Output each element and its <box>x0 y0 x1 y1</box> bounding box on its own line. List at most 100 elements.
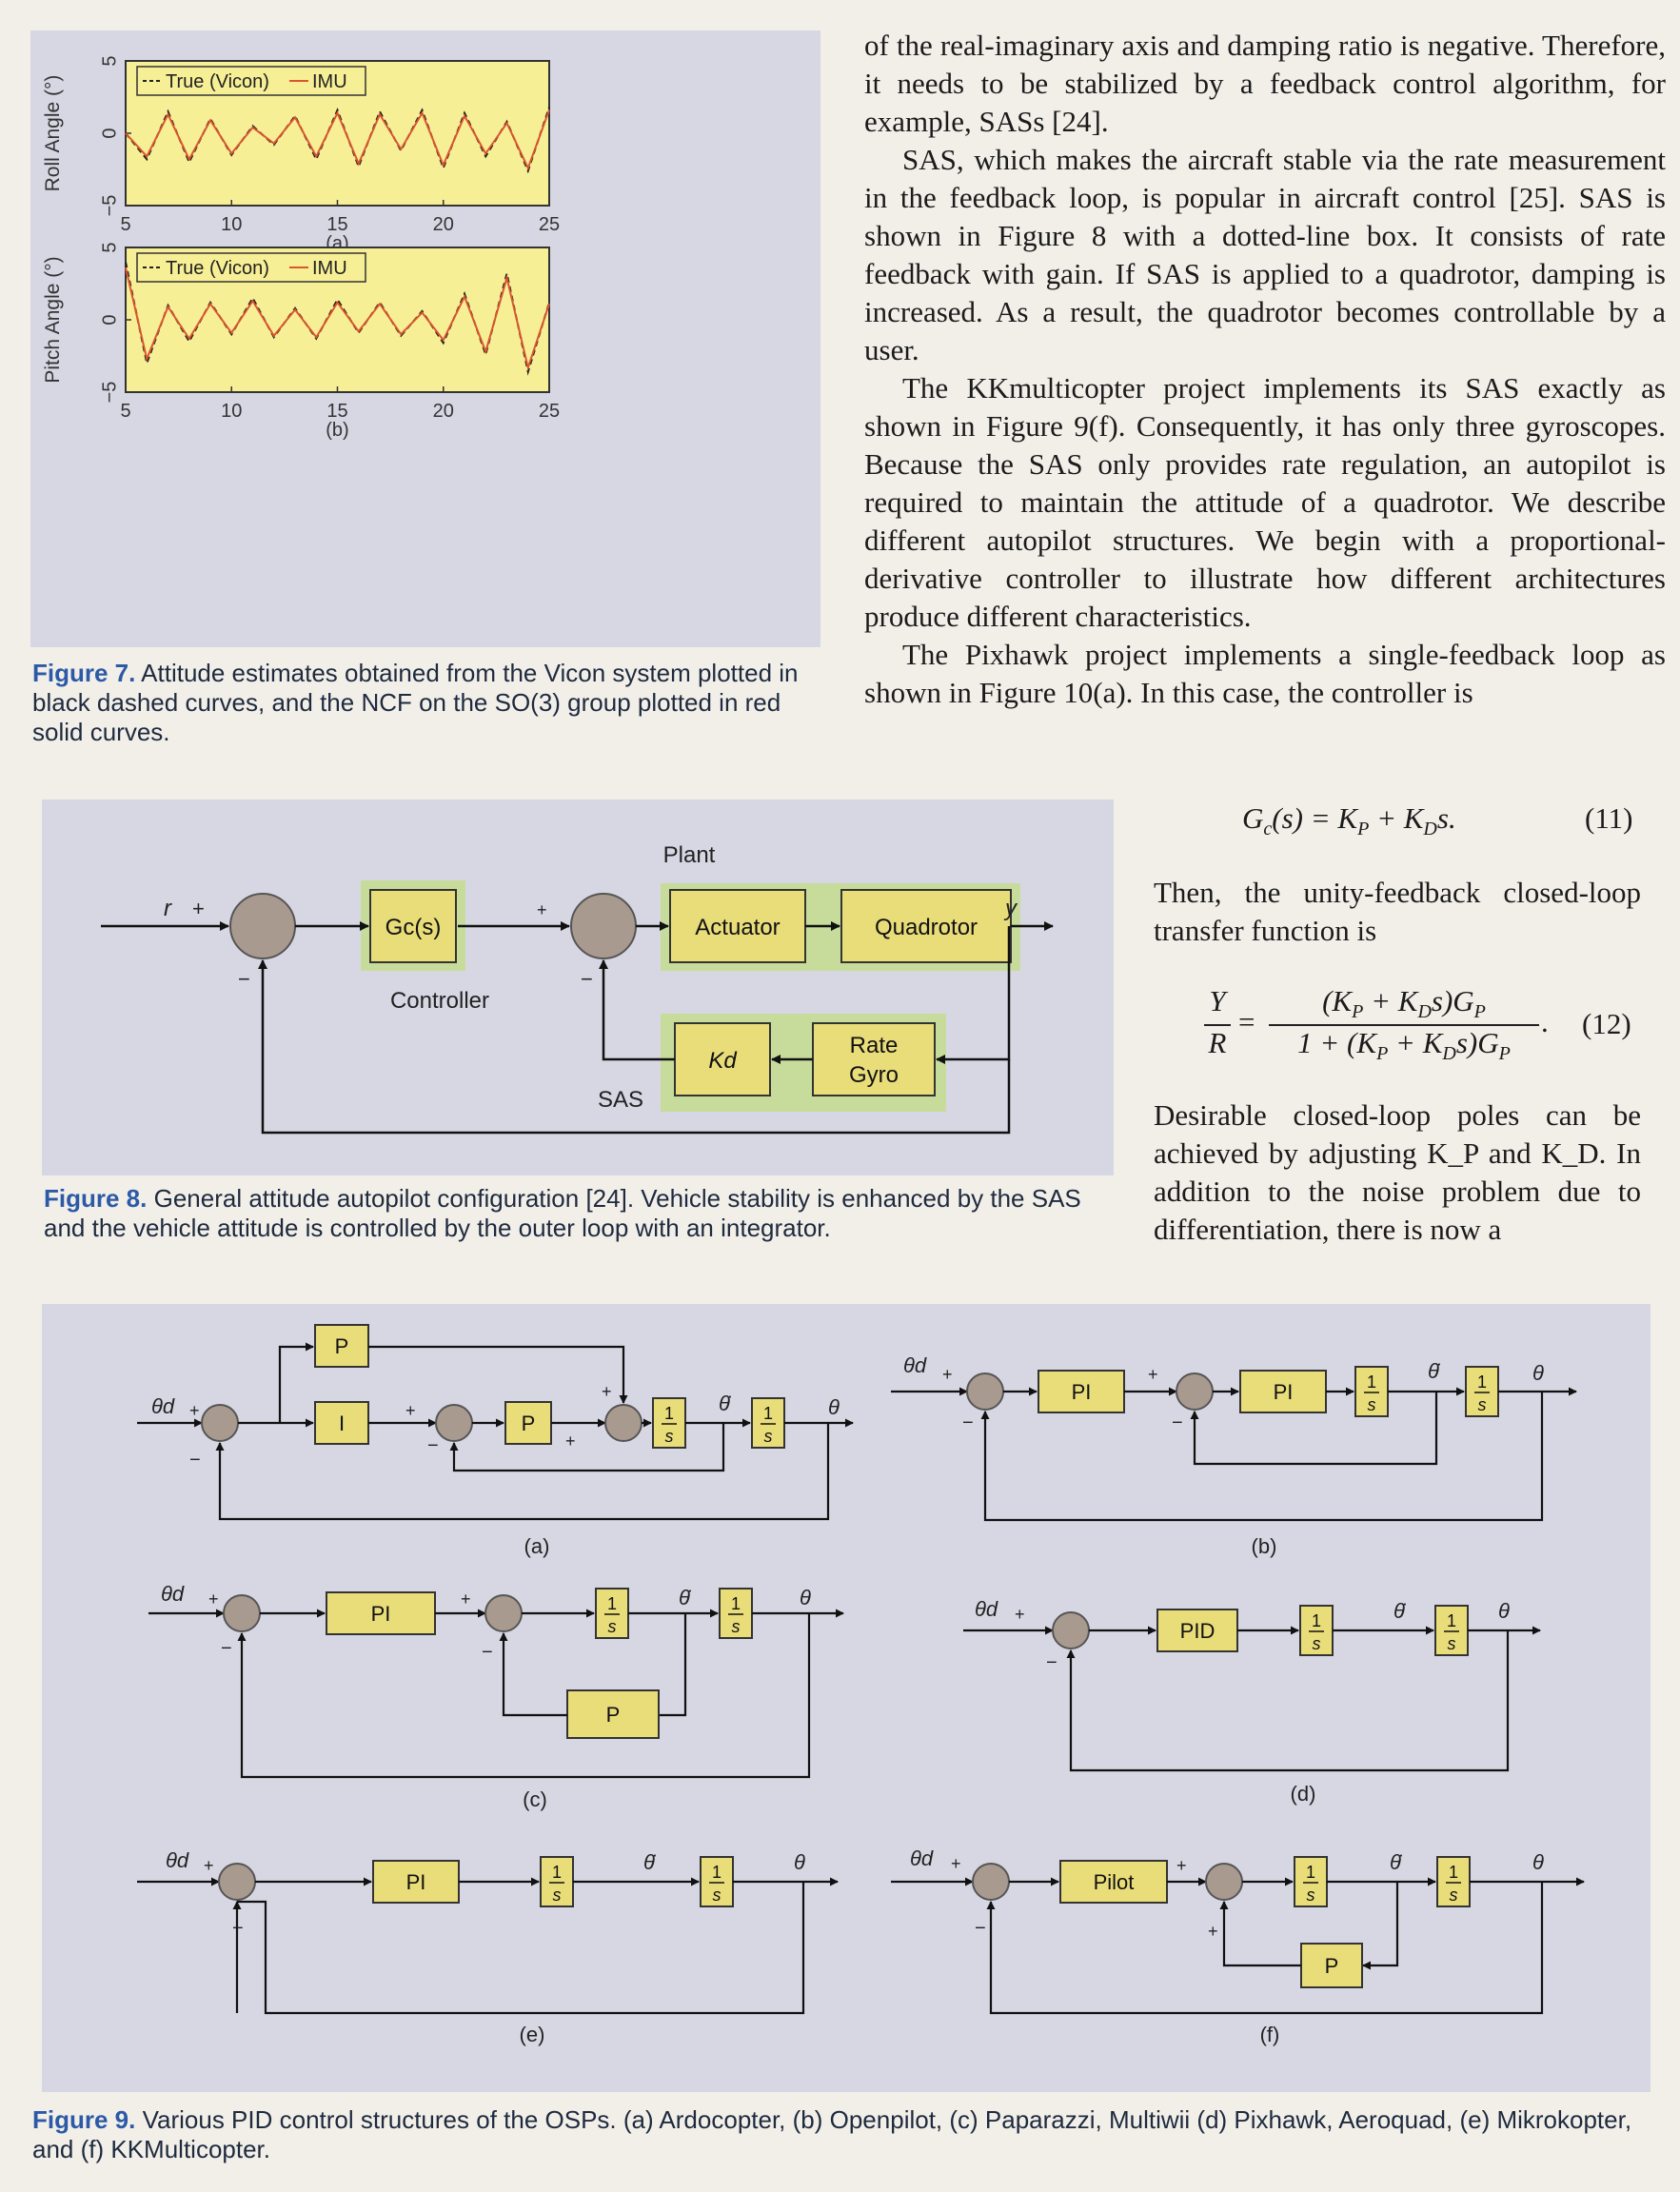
minus-sign: − <box>1046 1652 1057 1673</box>
figure8-caption-label: Figure 8. <box>44 1184 148 1213</box>
plus-sign: + <box>1208 1922 1218 1941</box>
integrator-c1 <box>595 1588 629 1639</box>
panel-label: (c) <box>523 1787 547 1811</box>
panel-label: (a) <box>524 1534 550 1558</box>
x-tick-label: 25 <box>539 214 560 235</box>
svg-text:s: s <box>1313 1634 1321 1653</box>
plus-sign: + <box>565 1432 576 1451</box>
paragraph-3: The KKmulticopter project implements its… <box>864 371 1666 633</box>
plus-2: + <box>537 900 547 919</box>
plus-sign: + <box>602 1382 612 1401</box>
sum-e1 <box>218 1863 256 1901</box>
x-tick-label: 15 <box>326 214 347 235</box>
theta-label: θ <box>1498 1599 1510 1623</box>
block-f-p-label: P <box>1325 1954 1339 1978</box>
svg-text:s: s <box>1448 1634 1456 1653</box>
theta-d-label: θd <box>910 1846 934 1870</box>
svg-text:s: s <box>1450 1886 1458 1905</box>
plus-sign: + <box>1176 1856 1187 1875</box>
plus-1: + <box>192 897 205 920</box>
minus-sign: − <box>427 1435 439 1456</box>
sas-label: SAS <box>598 1087 643 1113</box>
legend-label-vicon: True (Vicon) <box>166 258 269 279</box>
rate-label: Rate <box>850 1033 899 1058</box>
theta-d-label: θd <box>151 1394 175 1418</box>
body-text-bottom: Desirable closed-loop poles can be achie… <box>1154 1096 1641 1249</box>
paragraph-1: of the real-imaginary axis and damping r… <box>864 29 1666 138</box>
figure8-diagram: Gc(s) Actuator Quadrotor Kd Rate Gyro Pl… <box>101 842 1054 1135</box>
theta-dot-label: θ̇ <box>679 1586 692 1609</box>
block-f-p <box>1300 1943 1363 1988</box>
block-c-p <box>566 1689 660 1739</box>
x-tick-label: 20 <box>433 401 454 422</box>
sum-junction-1 <box>229 893 296 959</box>
svg-text:1: 1 <box>1477 1372 1487 1392</box>
figure9-caption: Figure 9. Various PID control structures… <box>32 2105 1650 2164</box>
equation-11-number: (11) <box>1585 801 1633 835</box>
plant-label: Plant <box>663 842 716 868</box>
sum-junction-2 <box>570 893 637 959</box>
sum-a1 <box>201 1404 239 1442</box>
plus-sign: + <box>204 1856 214 1875</box>
quadrotor-label: Quadrotor <box>875 915 978 940</box>
figure7-caption: Figure 7. Attitude estimates obtained fr… <box>32 659 822 747</box>
theta-d-label: θd <box>166 1848 189 1872</box>
chart-legend: True (Vicon) IMU <box>136 66 366 96</box>
block-b-pi1 <box>1038 1370 1125 1413</box>
block-a-i <box>314 1401 369 1445</box>
panel-label: (b) <box>1252 1534 1277 1558</box>
legend-label-imu: IMU <box>312 258 347 279</box>
minus-sign: − <box>1172 1412 1183 1433</box>
block-a-i-label: I <box>339 1412 345 1435</box>
r-label: r <box>164 896 172 921</box>
y-axis-label: Pitch Angle (°) <box>42 256 64 383</box>
plus-sign: + <box>461 1590 471 1609</box>
svg-text:s: s <box>732 1617 741 1636</box>
kd-block <box>674 1022 771 1096</box>
y-tick-label: −5 <box>99 382 120 404</box>
y-tick-label: −5 <box>99 195 120 217</box>
block-a-p2 <box>504 1401 552 1445</box>
plus-sign: + <box>189 1401 200 1420</box>
svg-text:1: 1 <box>712 1863 721 1882</box>
plus-sign: + <box>405 1401 416 1420</box>
subplot-label: (b) <box>326 420 348 441</box>
pitch-angle-chart: 5 10 15 20 25 5 0 −5 Pitch Angle (°) (b) True (Vic… <box>42 242 560 441</box>
x-tick-label: 10 <box>221 401 242 422</box>
sum-a3 <box>604 1404 642 1442</box>
figure8-panel <box>42 800 1114 1175</box>
legend-label-vicon: True (Vicon) <box>166 71 269 92</box>
sum-c1 <box>223 1594 261 1632</box>
gc-label: Gc(s) <box>385 915 442 940</box>
y-label: y <box>1003 896 1018 921</box>
svg-text:s: s <box>608 1617 617 1636</box>
theta-label: θ <box>1532 1850 1544 1874</box>
paragraph-5: Then, the unity-feedback closed-loop tra… <box>1154 876 1641 947</box>
svg-text:1: 1 <box>1312 1611 1321 1630</box>
svg-text:s: s <box>553 1886 562 1905</box>
integrator-a2 <box>751 1397 785 1449</box>
theta-label: θ <box>794 1850 805 1874</box>
body-text-top: of the real-imaginary axis and damping r… <box>864 27 1666 712</box>
minus-sign: − <box>189 1450 201 1471</box>
block-f-pilot <box>1059 1860 1168 1904</box>
plus-sign: + <box>208 1590 219 1609</box>
block-b-pi2 <box>1239 1370 1327 1413</box>
y-tick-label: 5 <box>99 55 120 66</box>
figure8-caption: Figure 8. General attitude autopilot con… <box>44 1184 1110 1243</box>
integrator-b2 <box>1465 1366 1499 1417</box>
theta-dot-label: θ̇ <box>643 1850 657 1874</box>
minus-sign: − <box>232 1918 244 1939</box>
svg-text:1: 1 <box>664 1404 674 1423</box>
block-c-p-label: P <box>606 1703 621 1727</box>
y-tick-label: 5 <box>99 242 120 252</box>
panel-label: (e) <box>520 2023 545 2046</box>
svg-text:1: 1 <box>1306 1863 1315 1882</box>
svg-text:1: 1 <box>607 1594 617 1613</box>
x-tick-label: 15 <box>326 401 347 422</box>
theta-label: θ <box>1532 1361 1544 1385</box>
series-imu-line <box>125 109 550 171</box>
svg-text:s: s <box>1368 1395 1376 1414</box>
